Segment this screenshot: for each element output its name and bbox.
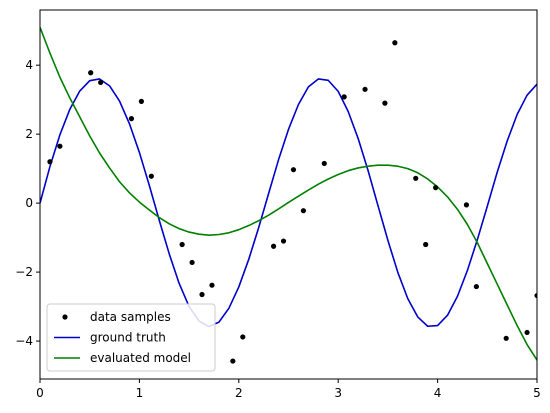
legend-marker: [62, 314, 68, 320]
legend-label: data samples: [90, 310, 171, 324]
legend-box: [46, 303, 216, 372]
x-tick-label: 4: [434, 386, 442, 400]
series-line-1: [40, 78, 537, 328]
data-point: [300, 208, 307, 214]
data-point: [270, 243, 277, 249]
legend-label: evaluated model: [90, 351, 191, 365]
y-tick-label: 4: [25, 58, 33, 72]
data-point: [382, 100, 388, 106]
x-tick-label: 2: [235, 386, 243, 400]
data-point: [230, 358, 236, 364]
data-point: [209, 282, 215, 288]
data-point: [362, 86, 368, 92]
series-line-2: [40, 26, 537, 361]
data-point: [240, 334, 246, 340]
data-point: [503, 335, 509, 341]
data-point: [473, 283, 479, 290]
data-point: [148, 173, 154, 179]
x-tick-label: 1: [136, 386, 144, 400]
data-point: [423, 241, 429, 248]
x-tick-label: 5: [533, 386, 541, 400]
data-point: [199, 291, 205, 298]
x-tick-label: 0: [36, 386, 44, 400]
data-point: [392, 40, 398, 46]
data-point: [280, 238, 287, 244]
y-tick-label: 2: [25, 127, 33, 141]
x-tick-label: 3: [334, 386, 342, 400]
data-point: [47, 159, 53, 165]
y-tick-label: 0: [25, 196, 33, 210]
data-point: [88, 70, 94, 76]
data-point: [321, 160, 327, 167]
data-point: [98, 79, 104, 86]
data-point: [57, 143, 63, 149]
data-point: [524, 329, 530, 336]
y-tick-label: −2: [15, 265, 33, 279]
axes: 0 1 2 3 4 5 −4 −2 0 2 4: [15, 9, 541, 400]
data-point: [463, 202, 470, 208]
data-point: [128, 116, 135, 122]
plot-area: [40, 26, 537, 364]
data-point: [413, 175, 419, 181]
data-point: [341, 94, 347, 100]
data-point: [179, 241, 185, 248]
legend: data samples ground truth evaluated model: [46, 303, 216, 372]
y-tick-label: −4: [15, 334, 33, 348]
legend-label: ground truth: [90, 331, 166, 345]
data-point: [138, 98, 144, 104]
data-point: [290, 167, 297, 173]
data-point: [534, 292, 537, 299]
data-point: [433, 185, 439, 191]
axes-frame: [39, 9, 538, 380]
data-point: [189, 259, 195, 266]
